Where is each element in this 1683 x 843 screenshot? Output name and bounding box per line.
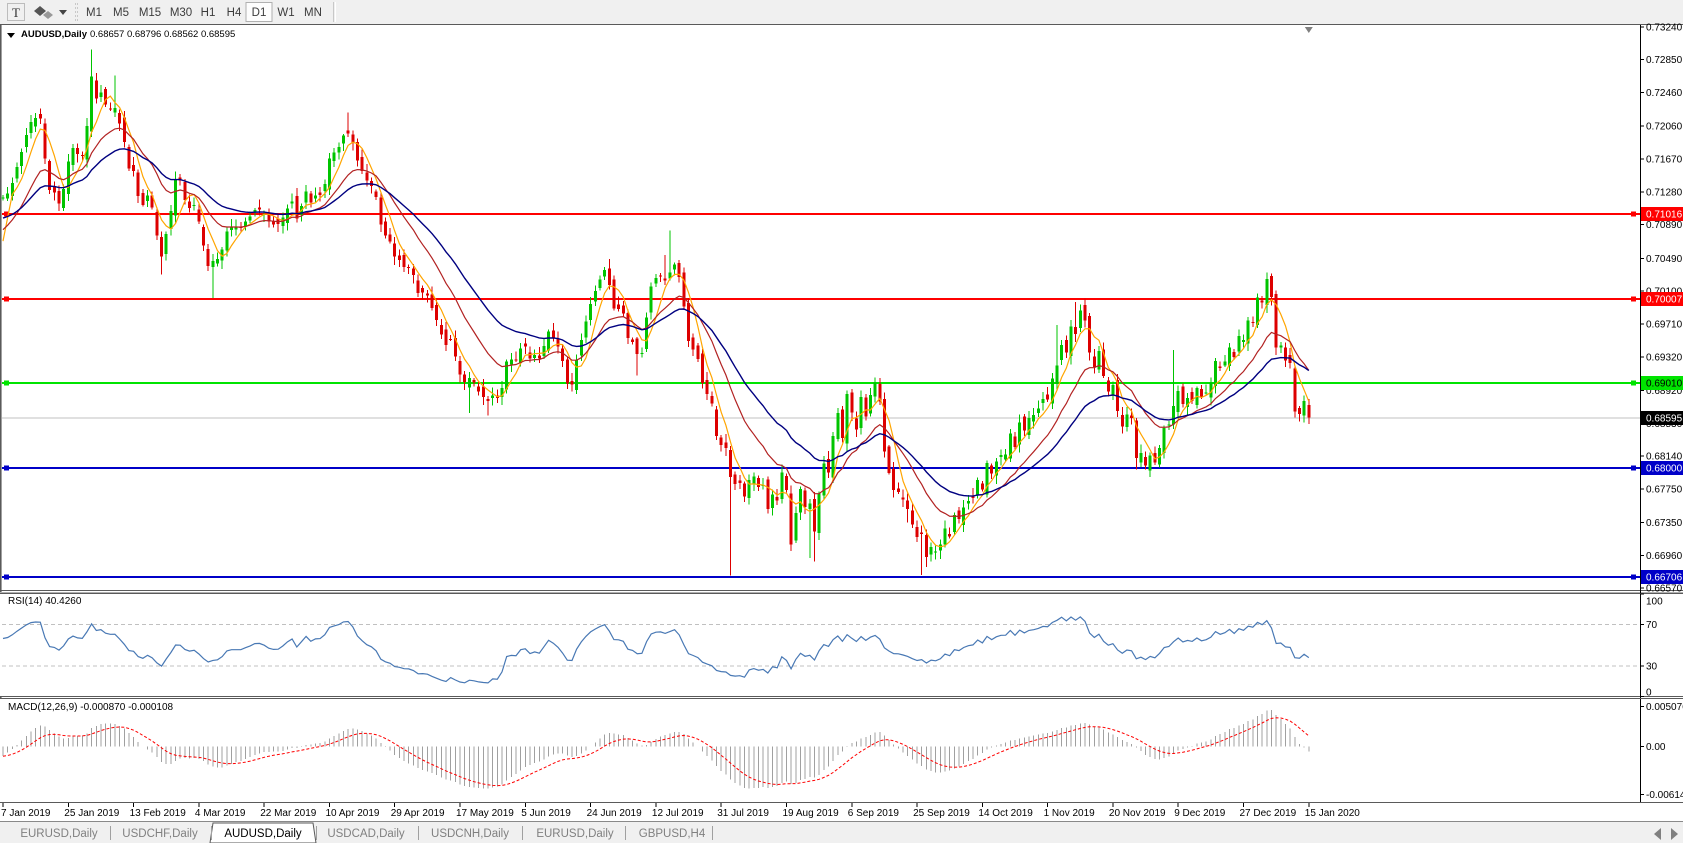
svg-text:9 Dec 2019: 9 Dec 2019	[1174, 808, 1226, 819]
svg-text:29 Apr 2019: 29 Apr 2019	[391, 808, 445, 819]
svg-text:17 May 2019: 17 May 2019	[456, 808, 514, 819]
svg-text:25 Sep 2019: 25 Sep 2019	[913, 808, 970, 819]
svg-text:RSI(14) 40.4260: RSI(14) 40.4260	[8, 596, 82, 607]
svg-text:-0.006148: -0.006148	[1646, 790, 1683, 801]
svg-text:12 Jul 2019: 12 Jul 2019	[652, 808, 704, 819]
svg-text:4 Mar 2019: 4 Mar 2019	[195, 808, 246, 819]
svg-text:24 Jun 2019: 24 Jun 2019	[587, 808, 642, 819]
svg-text:0.69710: 0.69710	[1646, 319, 1683, 330]
svg-text:0.69010: 0.69010	[1646, 378, 1683, 389]
svg-text:0.72060: 0.72060	[1646, 122, 1683, 133]
svg-text:19 Aug 2019: 19 Aug 2019	[783, 808, 840, 819]
svg-text:13 Feb 2019: 13 Feb 2019	[130, 808, 187, 819]
svg-text:27 Dec 2019: 27 Dec 2019	[1240, 808, 1297, 819]
svg-text:100: 100	[1646, 597, 1663, 608]
svg-text:15 Jan 2020: 15 Jan 2020	[1305, 808, 1360, 819]
svg-text:0.69320: 0.69320	[1646, 352, 1683, 363]
svg-text:EURUSD,Daily: EURUSD,Daily	[20, 828, 98, 840]
svg-text:22 Mar 2019: 22 Mar 2019	[260, 808, 317, 819]
svg-text:0.66570: 0.66570	[1646, 584, 1683, 595]
svg-text:0.70490: 0.70490	[1646, 254, 1683, 265]
svg-text:0.67750: 0.67750	[1646, 484, 1683, 495]
svg-text:0.68000: 0.68000	[1646, 463, 1683, 474]
svg-text:10 Apr 2019: 10 Apr 2019	[326, 808, 380, 819]
svg-text:0.68657 0.68796 0.68562 0.6859: 0.68657 0.68796 0.68562 0.68595	[90, 29, 235, 40]
svg-text:H1: H1	[201, 7, 216, 19]
svg-text:0.66706: 0.66706	[1646, 572, 1683, 583]
svg-text:EURUSD,Daily: EURUSD,Daily	[536, 828, 614, 840]
svg-text:0.68595: 0.68595	[1646, 413, 1683, 424]
svg-text:0.71670: 0.71670	[1646, 154, 1683, 165]
svg-text:30: 30	[1646, 661, 1658, 672]
svg-text:0.72460: 0.72460	[1646, 88, 1683, 99]
svg-text:0.72850: 0.72850	[1646, 55, 1683, 66]
svg-text:0.00: 0.00	[1646, 742, 1666, 753]
svg-text:6 Sep 2019: 6 Sep 2019	[848, 808, 900, 819]
svg-text:70: 70	[1646, 620, 1658, 631]
svg-text:W1: W1	[277, 7, 294, 19]
svg-text:0.68140: 0.68140	[1646, 452, 1683, 463]
svg-text:M30: M30	[170, 7, 192, 19]
svg-text:5 Jun 2019: 5 Jun 2019	[521, 808, 571, 819]
svg-text:D1: D1	[252, 7, 267, 19]
svg-text:AUDUSD,Daily: AUDUSD,Daily	[224, 828, 302, 840]
svg-text:31 Jul 2019: 31 Jul 2019	[717, 808, 769, 819]
svg-text:0.71280: 0.71280	[1646, 187, 1683, 198]
svg-text:0.67350: 0.67350	[1646, 518, 1683, 529]
svg-text:0.005076: 0.005076	[1646, 702, 1683, 713]
svg-text:7 Jan 2019: 7 Jan 2019	[1, 808, 51, 819]
svg-text:0.70890: 0.70890	[1646, 220, 1683, 231]
svg-text:M1: M1	[86, 7, 102, 19]
svg-text:14 Oct 2019: 14 Oct 2019	[978, 808, 1033, 819]
svg-text:T: T	[12, 5, 20, 20]
svg-text:MN: MN	[304, 7, 322, 19]
svg-text:USDCAD,Daily: USDCAD,Daily	[327, 828, 405, 840]
svg-text:0.70007: 0.70007	[1646, 294, 1683, 305]
svg-text:0.73240: 0.73240	[1646, 22, 1683, 33]
svg-text:M15: M15	[139, 7, 161, 19]
svg-text:25 Jan 2019: 25 Jan 2019	[64, 808, 119, 819]
svg-text:1 Nov 2019: 1 Nov 2019	[1044, 808, 1096, 819]
svg-text:0.66960: 0.66960	[1646, 551, 1683, 562]
svg-text:AUDUSD,Daily: AUDUSD,Daily	[21, 29, 88, 40]
svg-text:M5: M5	[113, 7, 129, 19]
svg-text:USDCNH,Daily: USDCNH,Daily	[431, 828, 509, 840]
svg-text:MACD(12,26,9) -0.000870 -0.000: MACD(12,26,9) -0.000870 -0.000108	[8, 702, 174, 713]
svg-text:0.71016: 0.71016	[1646, 210, 1683, 221]
svg-text:20 Nov 2019: 20 Nov 2019	[1109, 808, 1166, 819]
svg-text:GBPUSD,H4: GBPUSD,H4	[639, 828, 706, 840]
svg-text:H4: H4	[227, 7, 242, 19]
svg-text:0: 0	[1646, 688, 1652, 699]
svg-text:USDCHF,Daily: USDCHF,Daily	[122, 828, 198, 840]
svg-text:0.68920: 0.68920	[1646, 386, 1683, 397]
